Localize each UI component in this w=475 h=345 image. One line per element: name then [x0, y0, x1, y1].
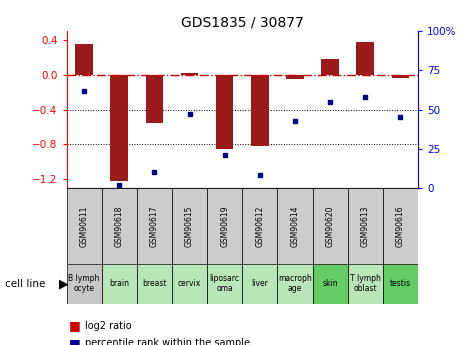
- Text: liposarc
oma: liposarc oma: [209, 274, 240, 294]
- Bar: [207, 264, 242, 304]
- Bar: [383, 188, 418, 264]
- Bar: [102, 264, 137, 304]
- Bar: [75, 44, 93, 75]
- Text: cervix: cervix: [178, 279, 201, 288]
- Bar: [321, 59, 339, 75]
- Text: ■: ■: [69, 319, 81, 333]
- Text: GSM90612: GSM90612: [256, 205, 264, 247]
- Bar: [286, 75, 304, 79]
- Bar: [207, 188, 242, 264]
- Bar: [383, 264, 418, 304]
- Text: skin: skin: [323, 279, 338, 288]
- Bar: [391, 75, 409, 78]
- Text: percentile rank within the sample: percentile rank within the sample: [85, 338, 249, 345]
- Bar: [251, 75, 269, 146]
- Text: macroph
age: macroph age: [278, 274, 312, 294]
- Text: ■: ■: [69, 337, 81, 345]
- Text: GSM90618: GSM90618: [115, 205, 124, 247]
- Bar: [110, 75, 128, 181]
- Bar: [172, 264, 207, 304]
- Text: GSM90611: GSM90611: [80, 205, 88, 247]
- Text: GSM90617: GSM90617: [150, 205, 159, 247]
- Bar: [137, 188, 172, 264]
- Bar: [66, 264, 102, 304]
- Bar: [313, 188, 348, 264]
- Bar: [356, 41, 374, 75]
- Bar: [137, 264, 172, 304]
- Text: brain: brain: [109, 279, 129, 288]
- Text: GSM90614: GSM90614: [291, 205, 299, 247]
- Bar: [313, 264, 348, 304]
- Text: liver: liver: [251, 279, 268, 288]
- Bar: [277, 264, 313, 304]
- Text: cell line: cell line: [5, 279, 45, 289]
- Text: GSM90613: GSM90613: [361, 205, 370, 247]
- Text: ▶: ▶: [59, 277, 69, 290]
- Text: T lymph
oblast: T lymph oblast: [350, 274, 380, 294]
- Bar: [102, 188, 137, 264]
- Bar: [348, 264, 383, 304]
- Bar: [277, 188, 313, 264]
- Bar: [348, 188, 383, 264]
- Title: GDS1835 / 30877: GDS1835 / 30877: [181, 16, 304, 30]
- Bar: [66, 188, 102, 264]
- Text: breast: breast: [142, 279, 167, 288]
- Text: log2 ratio: log2 ratio: [85, 321, 131, 331]
- Bar: [242, 264, 277, 304]
- Bar: [180, 73, 199, 75]
- Text: GSM90615: GSM90615: [185, 205, 194, 247]
- Text: B lymph
ocyte: B lymph ocyte: [68, 274, 100, 294]
- Bar: [145, 75, 163, 122]
- Text: GSM90619: GSM90619: [220, 205, 229, 247]
- Bar: [216, 75, 233, 149]
- Bar: [172, 188, 207, 264]
- Text: GSM90616: GSM90616: [396, 205, 405, 247]
- Text: GSM90620: GSM90620: [326, 205, 334, 247]
- Bar: [242, 188, 277, 264]
- Text: testis: testis: [390, 279, 411, 288]
